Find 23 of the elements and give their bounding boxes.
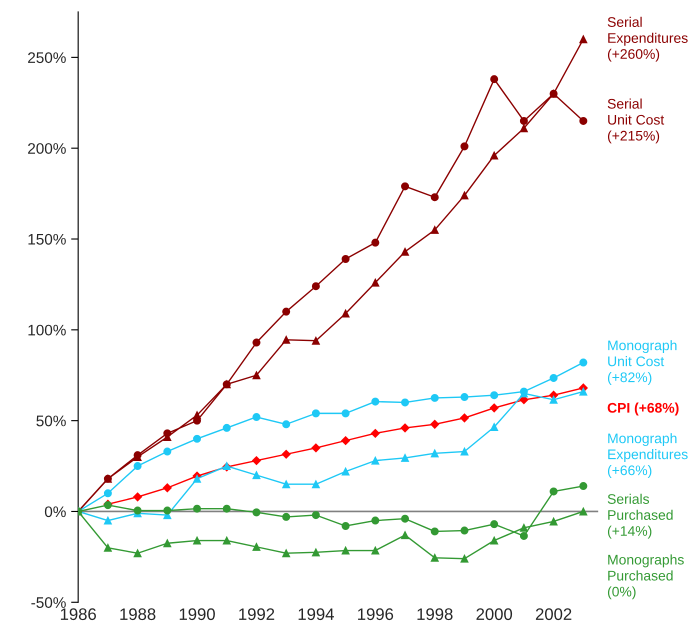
x-tick-label: 1992 <box>239 608 274 620</box>
y-tick-label: 50% <box>36 416 66 426</box>
y-tick-label: 250% <box>28 52 66 64</box>
y-tick-label: 0% <box>44 506 66 518</box>
text: Monograph Expenditures (+66%) <box>608 433 688 478</box>
x-tick-label: 1986 <box>60 608 96 620</box>
series-label: Serials Purchased (+14%) <box>608 494 673 539</box>
series-label: Serial Unit Cost (+215%) <box>608 98 664 144</box>
x-tick-label: 1990 <box>180 608 215 620</box>
text: Monographs Purchased (0%) <box>608 554 684 600</box>
series-label: Monograph Unit Cost (+82%) <box>608 340 676 385</box>
y-tick-label: 100% <box>28 324 66 336</box>
x-tick-label: 1994 <box>298 608 334 620</box>
series-label: CPI (+68%) <box>608 402 679 416</box>
x-tick-label: 1988 <box>120 608 156 620</box>
x-tick-label: 2002 <box>536 608 572 620</box>
y-tick-label: 200% <box>28 143 66 154</box>
series-label: Serial Expenditures (+260%) <box>608 16 688 62</box>
y-tick-label: -50% <box>31 597 66 608</box>
x-tick-label: 1998 <box>417 608 453 620</box>
x-tick-label: 1996 <box>358 608 394 620</box>
x-tick-label: 2000 <box>476 608 512 620</box>
y-tick-label: 150% <box>28 234 66 245</box>
